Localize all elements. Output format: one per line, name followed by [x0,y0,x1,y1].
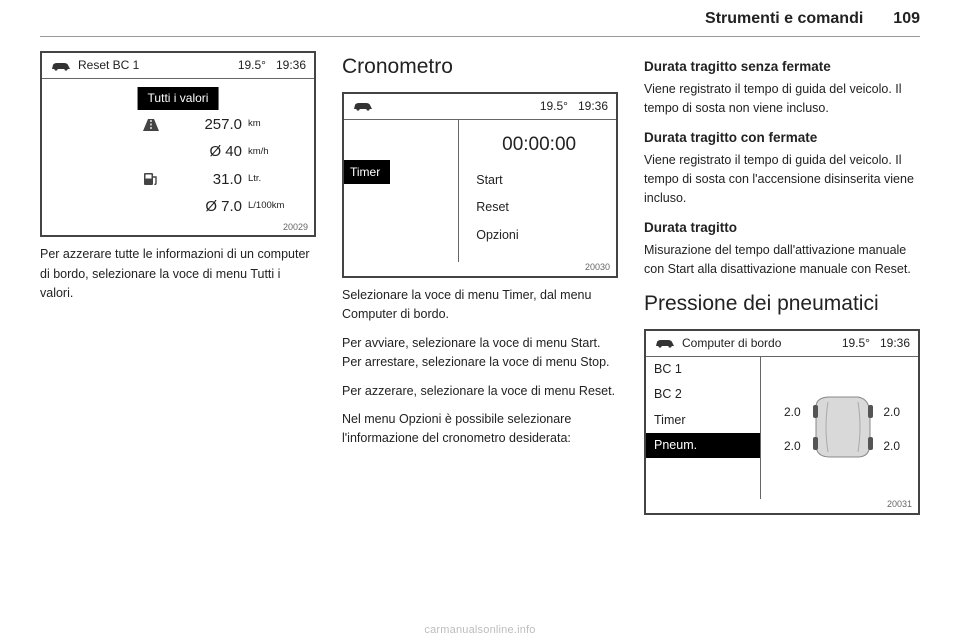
col3-paragraph: Viene registrato il tempo di guida del v… [644,151,920,209]
col3-subhead: Durata tragitto con fermate [644,128,920,149]
col2-heading: Cronometro [342,51,618,84]
col2-paragraph: Nel menu Opzioni è possibile selezionare… [342,410,618,449]
col3-heading: Pressione dei pneumatici [644,288,920,321]
row-unit: L/100km [248,199,294,214]
header-rule [40,36,920,37]
row-value: 257.0 [172,113,242,136]
row-value: Ø 7.0 [172,195,242,218]
col3-subhead: Durata tragitto senza fermate [644,57,920,78]
timer-value: 00:00:00 [468,130,610,159]
screen1-temp: 19.5° [238,56,266,75]
fuel-icon [136,171,166,187]
col3-subhead: Durata tragitto [644,218,920,239]
car-icon [352,100,374,112]
screen-tyre-pressure: Computer di bordo 19.5° 19:36 BC 1 BC 2 … [644,329,920,515]
menu-item-bc2: BC 2 [646,382,760,407]
screen-top-bar: Reset BC 1 19.5° 19:36 [42,53,314,79]
row-unit: Ltr. [248,172,294,187]
car-icon [50,60,72,72]
tyre-fl: 2.0 [784,403,801,422]
tyre-rl: 2.0 [784,437,801,456]
screen2-time: 19:36 [578,97,608,116]
watermark: carmanualsonline.info [424,624,535,636]
col3-paragraph: Viene registrato il tempo di guida del v… [644,80,920,119]
screen-timer: 19.5° 19:36 Timer 00:00:00 Start Reset O… [342,92,618,278]
menu-item-bc1: BC 1 [646,357,760,382]
screen3-title: Computer di bordo [682,334,781,353]
row-value: 31.0 [172,168,242,191]
screen3-time: 19:36 [880,334,910,353]
car-icon [654,337,676,349]
col2-paragraph: Selezionare la voce di menu Timer, dal m… [342,286,618,325]
screen-top-bar: 19.5° 19:36 [344,94,616,120]
row-unit: km/h [248,145,294,160]
timer-item-start: Start [468,171,610,190]
column-1: Reset BC 1 19.5° 19:36 Tutti i valori 25… [40,51,316,523]
row-unit: km [248,117,294,132]
data-row: Ø 7.0 L/100km [72,195,294,218]
data-row: 257.0 km [72,113,294,136]
tyre-fr: 2.0 [883,403,900,422]
col2-paragraph: Per avviare, selezionare la voce di menu… [342,334,618,373]
data-row: 31.0 Ltr. [72,168,294,191]
road-icon [136,117,166,133]
screen3-temp: 19.5° [842,334,870,353]
col2-paragraph: Per azzerare, selezionare la voce di men… [342,382,618,401]
screen1-title: Reset BC 1 [78,56,139,75]
manual-page: Strumenti e comandi 109 Reset BC 1 19.5°… [0,0,960,642]
timer-item-options: Opzioni [468,226,610,245]
row-value: Ø 40 [172,140,242,163]
screen2-temp: 19.5° [540,97,568,116]
screen1-highlight: Tutti i valori [138,87,219,110]
col3-paragraph: Misurazione del tempo dall'attivazione m… [644,241,920,280]
screen2-id: 20030 [585,261,610,275]
screen2-tab: Timer [344,160,390,185]
screen1-id: 20029 [283,221,308,235]
timer-item-reset: Reset [468,198,610,217]
menu-item-timer: Timer [646,408,760,433]
column-3: Durata tragitto senza fermate Viene regi… [644,51,920,523]
screen3-id: 20031 [887,498,912,512]
tyre-diagram: 2.0 2.0 2.0 2.0 [780,387,900,467]
header-title: Strumenti e comandi [705,10,863,28]
columns: Reset BC 1 19.5° 19:36 Tutti i valori 25… [0,51,960,523]
screen-top-bar: Computer di bordo 19.5° 19:36 [646,331,918,357]
menu-item-pneum-selected: Pneum. [646,433,760,458]
divider [760,357,761,499]
column-2: Cronometro 19.5° 19:36 Timer 00:00:00 [342,51,618,523]
header-page-number: 109 [893,10,920,28]
screen-reset-bc1: Reset BC 1 19.5° 19:36 Tutti i valori 25… [40,51,316,237]
page-header: Strumenti e comandi 109 [0,0,960,36]
tyre-rr: 2.0 [883,437,900,456]
screen1-time: 19:36 [276,56,306,75]
data-row: Ø 40 km/h [72,140,294,163]
col1-paragraph: Per azzerare tutte le informazioni di un… [40,245,316,303]
